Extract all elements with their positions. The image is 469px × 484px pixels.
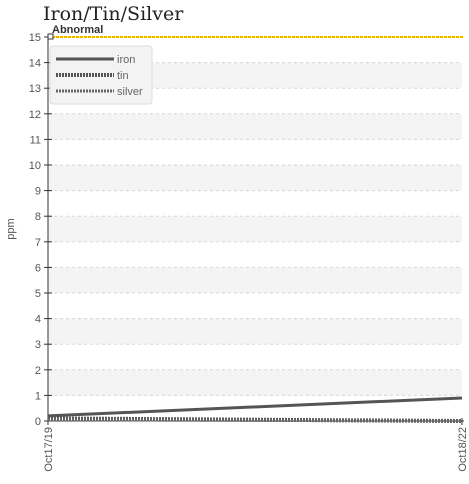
x-tick-label: Oct17/19 [43, 427, 55, 472]
y-tick-label: 7 [35, 237, 41, 249]
y-tick-label: 14 [29, 58, 41, 70]
grid-band [48, 216, 462, 242]
y-tick-label: 5 [35, 288, 41, 300]
y-tick-label: 9 [35, 186, 41, 198]
legend: iron tin silver [49, 45, 153, 105]
legend-label: silver [117, 86, 143, 98]
abnormal-marker [47, 33, 54, 40]
grid-band [48, 267, 462, 293]
y-tick-label: 10 [29, 160, 41, 172]
y-tick-label: 3 [35, 339, 41, 351]
y-tick-label: 11 [30, 134, 41, 146]
grid-band [48, 293, 462, 319]
y-axis-title: ppm [5, 218, 17, 239]
series-line-iron [47, 396, 463, 418]
grid-band [48, 369, 462, 396]
chart-title: Iron/Tin/Silver [43, 3, 184, 25]
grid-band [48, 190, 462, 217]
grid-band [48, 139, 462, 165]
y-tick-label: 2 [35, 365, 41, 377]
grid-band [48, 318, 462, 345]
y-tick-label: 12 [29, 109, 41, 121]
grid-band [48, 241, 462, 268]
series-line-silver [47, 418, 463, 423]
y-tick-label: 8 [35, 211, 41, 223]
y-tick-label: 1 [35, 390, 41, 402]
y-tick-label: 0 [35, 416, 41, 428]
legend-label: tin [117, 70, 129, 82]
y-tick-label: 6 [35, 262, 41, 274]
grid-band [48, 113, 462, 140]
legend-label: iron [117, 54, 135, 66]
abnormal-label: Abnormal [52, 24, 103, 36]
x-tick-label: Oct18/22 [457, 427, 469, 472]
y-tick-label: 15 [29, 32, 41, 44]
y-tick-label: 13 [29, 83, 41, 95]
grid-band [48, 165, 462, 191]
grid-band [48, 344, 462, 370]
y-tick-label: 4 [35, 314, 41, 326]
